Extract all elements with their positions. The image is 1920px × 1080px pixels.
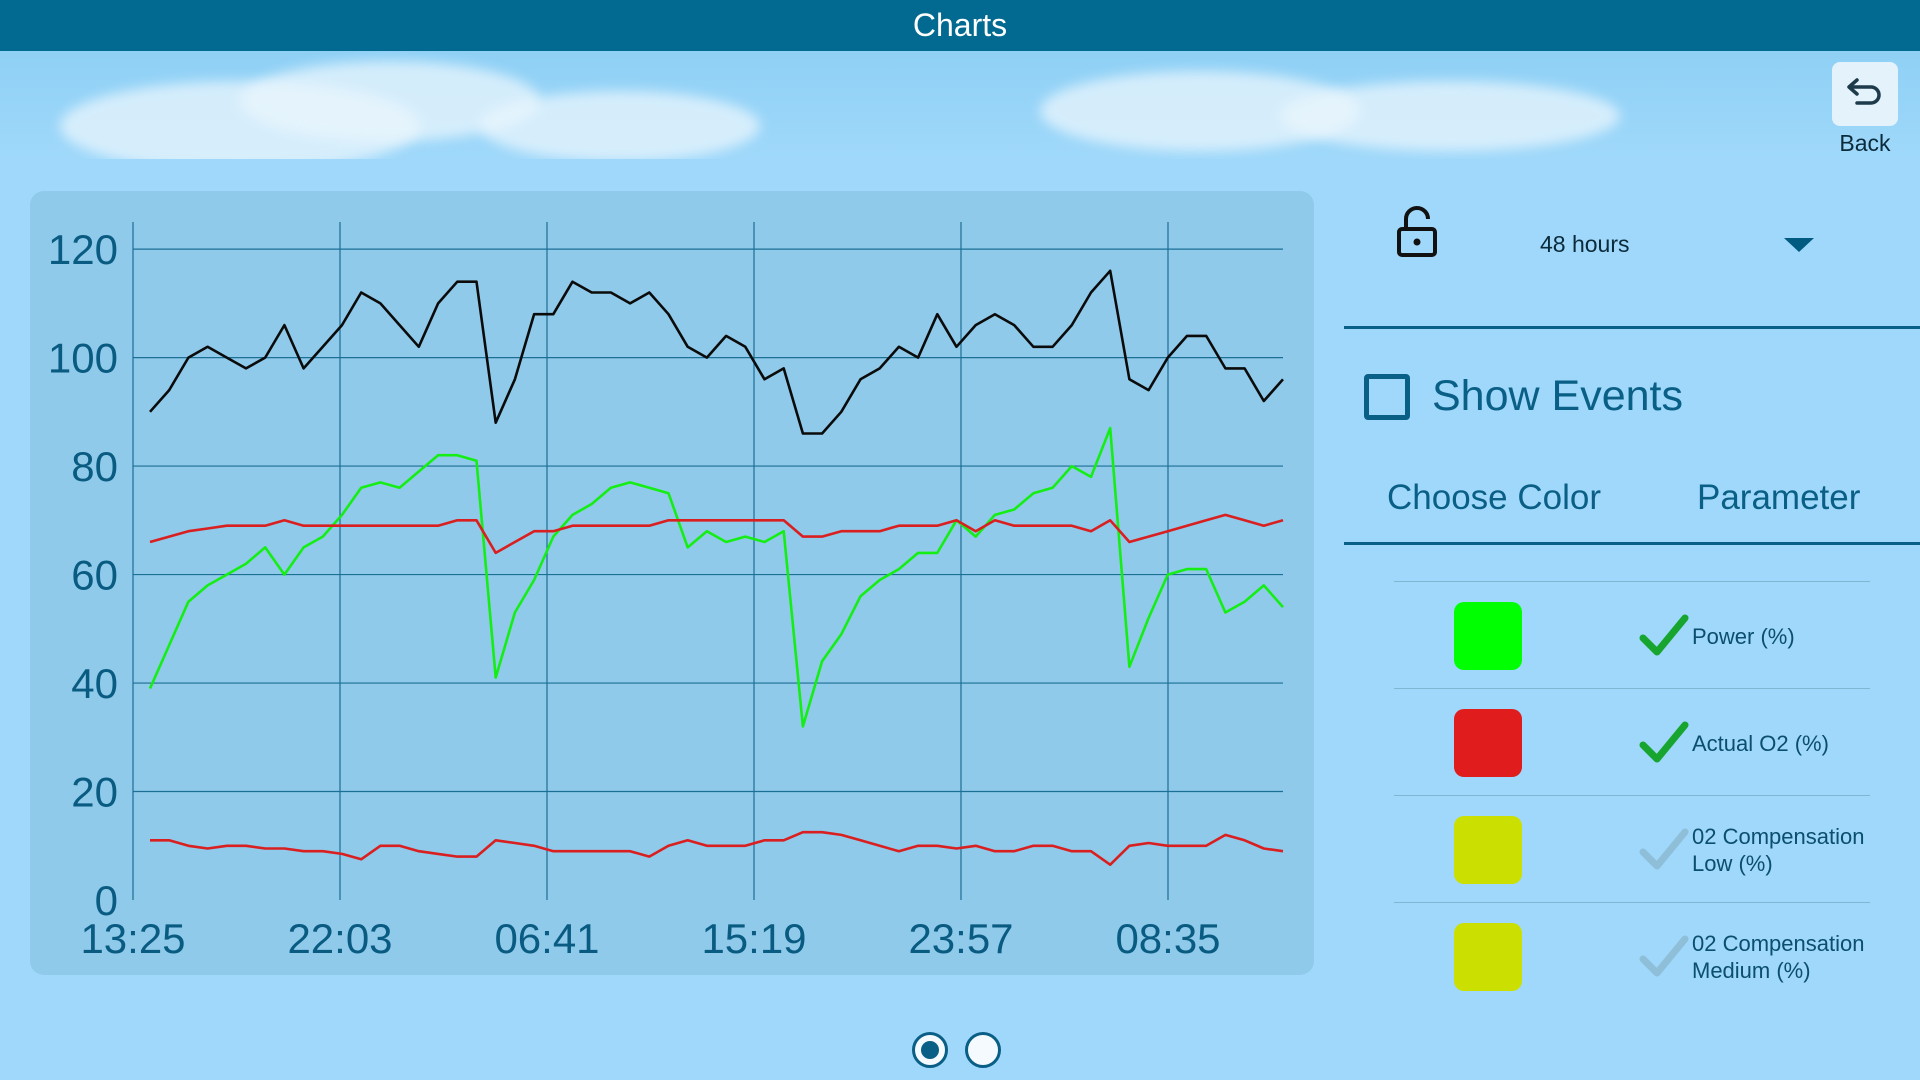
x-tick-label: 23:57 [908, 915, 1013, 962]
parameter-label: 02 Compensation Low (%) [1692, 823, 1864, 877]
page-indicator [912, 1032, 1001, 1068]
page-dot-1[interactable] [912, 1032, 948, 1068]
x-tick-label: 13:25 [80, 915, 185, 962]
line-chart: 0 20 40 60 80 100 120 13:25 22:03 06:41 15:19 23:57… [48, 222, 1284, 962]
color-swatch[interactable] [1454, 709, 1522, 777]
checkmark-icon[interactable] [1639, 826, 1689, 872]
checkmark-icon[interactable] [1639, 933, 1689, 979]
y-tick-label: 80 [71, 443, 118, 490]
y-tick-label: 20 [71, 769, 118, 816]
y-tick-label: 0 [95, 877, 118, 924]
chart-panel: 0 20 40 60 80 100 120 13:25 22:03 06:41 15:19 23:57… [30, 191, 1314, 975]
back-label: Back [1839, 130, 1891, 156]
page-dot-2[interactable] [965, 1032, 1001, 1068]
page-title: Charts [912, 7, 1008, 43]
color-swatch[interactable] [1454, 602, 1522, 670]
parameter-row-power: Power (%) [1394, 581, 1870, 688]
show-events-label: Show Events [1432, 372, 1683, 420]
y-tick-label: 100 [48, 335, 118, 382]
sky-banner [0, 51, 1920, 159]
parameter-label-line2: Medium (%) [1692, 958, 1811, 983]
parameter-label-line1: 02 Compensation [1692, 931, 1865, 956]
color-swatch[interactable] [1454, 816, 1522, 884]
parameter-label: Power (%) [1692, 624, 1795, 649]
parameter-row-o2-compensation-medium: 02 Compensation Medium (%) [1394, 902, 1870, 1009]
unlocked-padlock-icon[interactable] [1394, 205, 1440, 259]
checkmark-icon[interactable] [1639, 719, 1689, 765]
parameter-row-o2-compensation-low: 02 Compensation Low (%) [1394, 795, 1870, 902]
undo-arrow-icon [1847, 78, 1881, 105]
parameter-header: Parameter [1697, 478, 1861, 517]
parameter-label: Actual O2 (%) [1692, 731, 1829, 756]
series-line-4 [150, 830, 1284, 867]
checkmark-icon[interactable] [1639, 612, 1689, 658]
parameter-label-line1: 02 Compensation [1692, 824, 1865, 849]
parameter-label: 02 Compensation Medium (%) [1692, 930, 1864, 984]
x-tick-label: 06:41 [494, 915, 599, 962]
y-tick-label: 40 [71, 660, 118, 707]
choose-color-header: Choose Color [1387, 478, 1601, 517]
parameter-row-actual-o2: Actual O2 (%) [1394, 688, 1870, 795]
period-dropdown[interactable]: 48 hours [1520, 214, 1840, 274]
title-bar: Charts [0, 0, 1920, 51]
y-tick-label: 120 [48, 226, 118, 273]
period-value: 48 hours [1540, 230, 1630, 257]
x-tick-label: 08:35 [1115, 915, 1220, 962]
divider [1344, 542, 1920, 545]
series-line-2 [148, 426, 1284, 728]
parameter-label-line2: Low (%) [1692, 851, 1773, 876]
y-tick-label: 60 [71, 552, 118, 599]
x-tick-label: 22:03 [287, 915, 392, 962]
show-events-toggle[interactable]: Show Events [1364, 372, 1683, 421]
series-line-1 [149, 269, 1284, 435]
series-line-3 [149, 513, 1284, 555]
color-swatch[interactable] [1454, 923, 1522, 991]
x-tick-label: 15:19 [701, 915, 806, 962]
back-button[interactable] [1832, 62, 1898, 126]
show-events-checkbox[interactable] [1364, 373, 1410, 420]
chevron-down-icon [1784, 238, 1814, 252]
divider [1344, 326, 1920, 329]
